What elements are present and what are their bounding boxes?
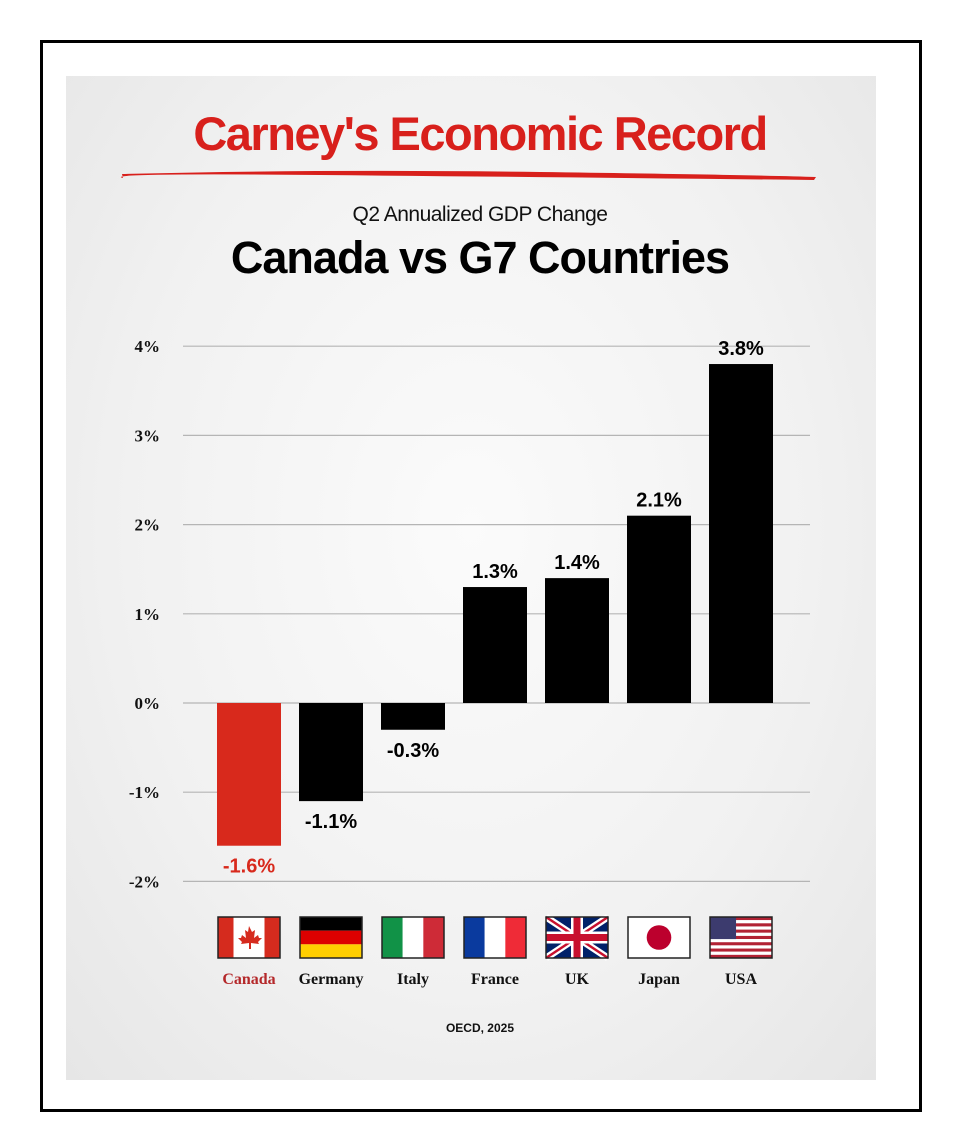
flag-stripe — [710, 923, 772, 927]
country-label: Canada — [222, 971, 275, 988]
data-label: 3.8% — [718, 338, 764, 360]
flag-stripe — [300, 930, 362, 945]
flag-stripe — [710, 935, 772, 940]
flag-border — [381, 916, 445, 959]
chart-title: Carney's Economic Record — [193, 107, 768, 160]
data-label: -1.6% — [223, 856, 275, 878]
flag-band — [264, 917, 280, 958]
flag-stripe — [710, 951, 772, 955]
y-tick-label: 4% — [135, 337, 161, 356]
country-label: France — [471, 971, 519, 988]
y-tick-label: 2% — [135, 516, 161, 535]
flag-band — [218, 917, 234, 958]
flag-stripe — [710, 948, 772, 952]
flag-canton — [710, 917, 737, 940]
flag-stripe — [464, 917, 485, 958]
country-label: USA — [725, 971, 757, 988]
chart-subtitle: Q2 Annualized GDP Change — [352, 203, 608, 226]
data-label: -1.1% — [305, 811, 357, 833]
title-underline-brushstroke — [120, 170, 816, 180]
flag-stripe — [710, 929, 772, 933]
country-label: UK — [565, 971, 590, 988]
y-tick-label: -1% — [129, 783, 160, 802]
flag-stripe — [423, 917, 444, 958]
flag-stripe — [505, 917, 526, 958]
flag-border — [217, 916, 281, 959]
data-label: 2.1% — [636, 490, 682, 512]
germany-flag-icon — [299, 916, 363, 959]
uk-flag-icon — [544, 914, 610, 961]
source-note: OECD, 2025 — [445, 1021, 515, 1035]
bar-italy — [381, 703, 445, 730]
bar-france — [463, 587, 527, 703]
country-label: Japan — [638, 971, 680, 988]
bar-usa — [709, 364, 773, 703]
flag-stripe — [300, 944, 362, 958]
france-flag-icon — [463, 916, 527, 959]
flag-stripe — [300, 917, 362, 931]
flag-border — [709, 916, 773, 959]
usa-flag-icon — [709, 916, 773, 959]
japan-flag-icon — [627, 916, 691, 959]
maple-leaf — [238, 926, 262, 950]
y-tick-label: 3% — [135, 426, 161, 445]
bar-japan — [627, 515, 691, 703]
y-tick-label: 1% — [135, 605, 161, 624]
data-label: 1.3% — [472, 561, 518, 583]
flag-stripe — [402, 917, 424, 958]
flag-stripe — [710, 939, 772, 943]
flag-stripe — [710, 926, 772, 930]
data-label: 1.4% — [554, 552, 600, 574]
picture-frame — [40, 40, 922, 1112]
canada-flag-icon — [217, 916, 281, 959]
italy-flag-icon — [381, 916, 445, 959]
flag-stripe — [710, 917, 772, 921]
country-label: Italy — [397, 971, 429, 988]
flag-stripe — [710, 954, 772, 958]
flag-stripe — [382, 917, 403, 958]
flag-border — [299, 916, 363, 959]
flag-stripe — [710, 920, 772, 924]
flag-stripe — [710, 942, 772, 946]
sun-disc — [646, 925, 672, 950]
cross-red — [546, 934, 608, 941]
flag-border — [463, 916, 527, 959]
flag-stripe — [484, 917, 506, 958]
country-label: Germany — [299, 971, 364, 988]
bar-uk — [545, 578, 609, 703]
data-label: -0.3% — [387, 740, 439, 762]
bar-germany — [299, 703, 363, 802]
flag-border — [627, 916, 691, 959]
y-tick-label: 0% — [135, 694, 161, 713]
flag-border — [545, 916, 609, 959]
y-tick-label: -2% — [129, 872, 160, 891]
flag-stripe — [710, 932, 772, 936]
flag-stripe — [710, 945, 772, 949]
bar-canada — [217, 703, 281, 846]
chart-headline: Canada vs G7 Countries — [230, 232, 730, 283]
